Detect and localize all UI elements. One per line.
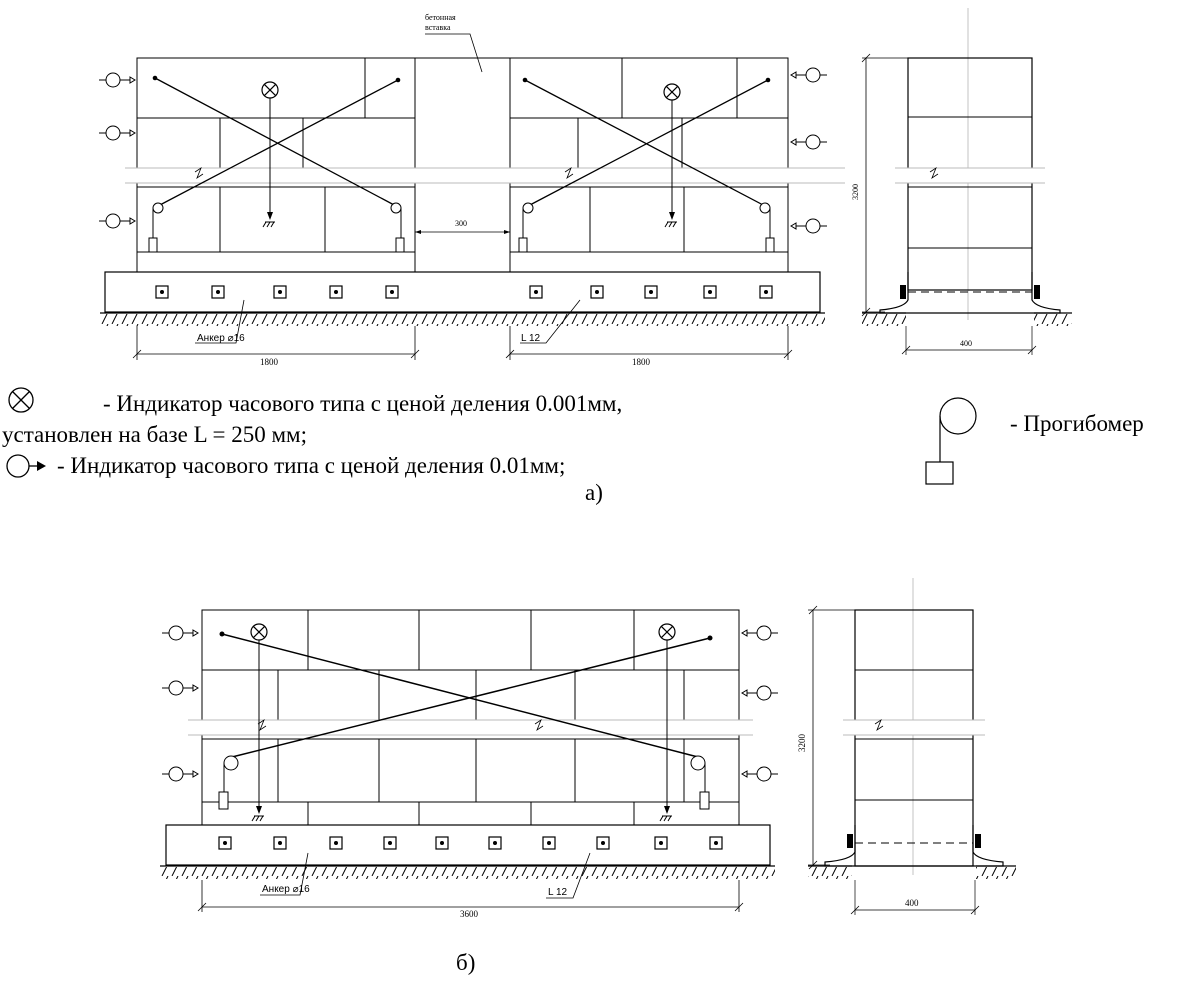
deflectometers-b	[218, 755, 710, 810]
horizontal-indicators-b	[161, 625, 779, 782]
base-beam-b	[165, 824, 771, 866]
figure-b: Анкер ⌀16 L 12 3600	[160, 578, 1016, 919]
legend-x-indicator-icon	[8, 387, 34, 413]
width-dims-a	[132, 326, 793, 360]
caption-b: б)	[456, 950, 475, 975]
side-view-b	[808, 578, 1016, 915]
horizontal-indicators-a	[98, 67, 828, 234]
anchor-label-b: Анкер ⌀16	[262, 884, 310, 895]
gap-dim-label: 300	[455, 219, 467, 228]
legend-deflectometer-text: - Прогибомер	[1010, 411, 1144, 436]
height-dim-label-b: 3200	[797, 734, 807, 753]
break-band	[125, 166, 845, 184]
width-label-b: 3600	[460, 909, 479, 919]
insert-label-line-2: вставка	[425, 23, 451, 32]
break-band-b	[188, 718, 753, 736]
ground-a	[100, 312, 825, 326]
concrete-insert	[415, 57, 511, 272]
side-width-label-b: 400	[905, 898, 919, 908]
insert-label-line-1: бетонная	[425, 13, 456, 22]
legend-dial-0001-line-2: установлен на базе L = 250 мм;	[2, 422, 307, 447]
width-dim-b	[197, 880, 744, 912]
wall-b	[201, 609, 740, 826]
dial-indicators-x-b	[250, 623, 676, 822]
leaders-b	[260, 852, 591, 899]
wall-right	[509, 57, 789, 273]
diagonal-cables-b	[221, 633, 711, 758]
diagonal-cables	[154, 77, 769, 207]
base-beam-a	[104, 271, 821, 313]
width-right-label: 1800	[632, 357, 651, 367]
width-left-label: 1800	[260, 357, 279, 367]
angle-label-b: L 12	[548, 887, 568, 898]
leaders-a	[195, 299, 581, 344]
angle-label-a: L 12	[521, 333, 541, 344]
legend-dial-001-text: - Индикатор часового типа с ценой делени…	[57, 453, 565, 478]
legend: - Индикатор часового типа с ценой делени…	[2, 387, 1144, 485]
figure-a: 300 бетонная вставка Анкер ⌀16 L 12	[98, 8, 1072, 367]
side-view-a	[861, 8, 1072, 355]
legend-deflectometer-icon	[925, 397, 977, 485]
legend-dial-0001-line-1: - Индикатор часового типа с ценой делени…	[103, 391, 622, 416]
dial-indicators-x-a	[261, 81, 681, 228]
caption-a: а)	[585, 480, 603, 505]
ground-b	[160, 865, 775, 879]
legend-arrow-indicator-icon	[6, 454, 46, 478]
side-width-label-a: 400	[960, 339, 972, 348]
deflectometers-a	[148, 202, 775, 253]
gap-dimension: 300	[415, 219, 510, 234]
anchor-label-a: Анкер ⌀16	[197, 333, 245, 344]
height-dim-label-a: 3200	[851, 184, 860, 200]
insert-label: бетонная вставка	[425, 13, 483, 73]
